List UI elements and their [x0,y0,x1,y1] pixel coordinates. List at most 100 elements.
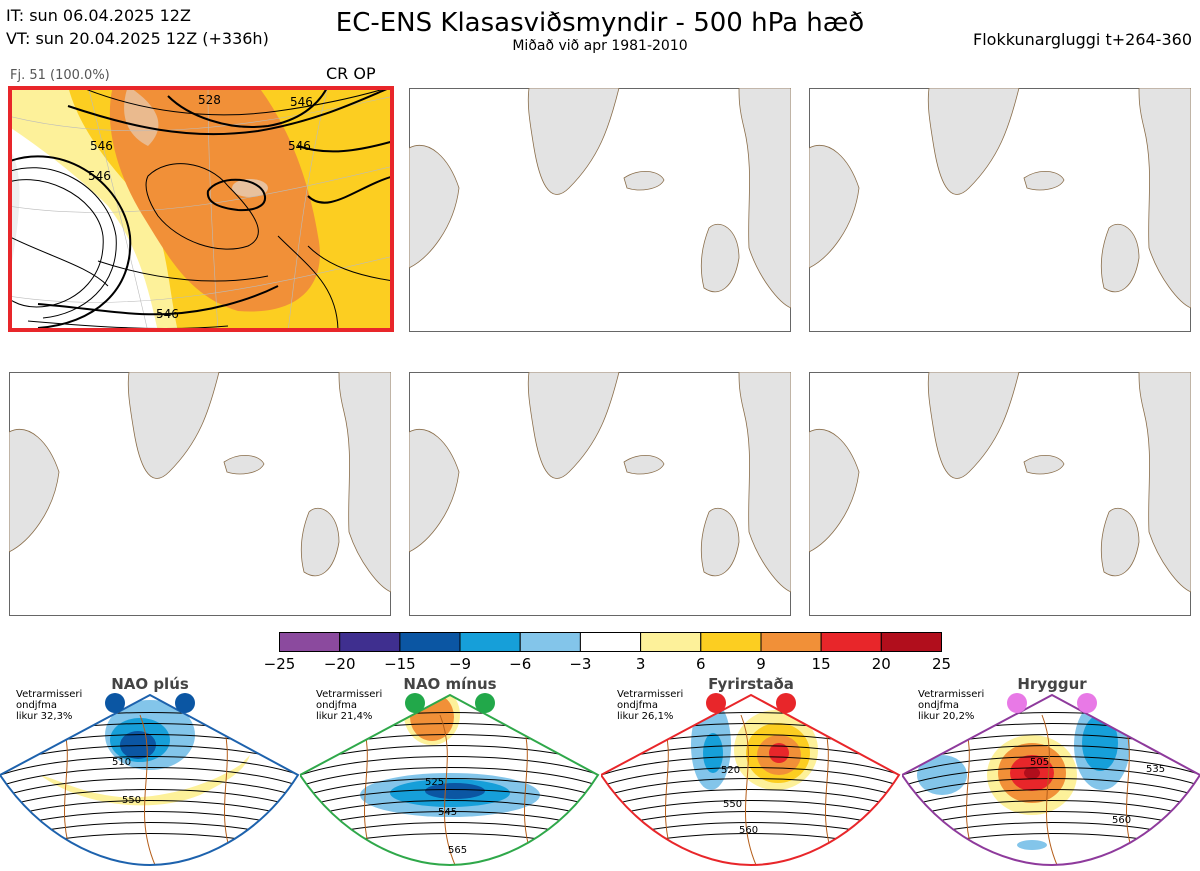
colorbar-cell [640,632,702,652]
colorbar-tick-label: −20 [323,655,356,673]
colorbar-tick-label: 15 [811,655,831,673]
page-title: EC-ENS Klasasviðsmyndir - 500 hPa hæð [335,8,865,38]
colorbar-tick-label: −9 [448,655,472,673]
regime-info-line: likur 21,4% [316,711,373,722]
land-greenland [527,88,620,195]
coastline [1041,714,1058,865]
cluster-map-4[interactable] [9,372,391,616]
colorbar-tick-label: 6 [696,655,706,673]
regime-info-line: likur 20,2% [918,711,975,722]
anomaly-orange [109,89,320,312]
colorbar-tick-label: −25 [263,655,296,673]
regime-info-line: ondjfma [617,700,658,711]
regime-contour-label: 505 [1030,757,1049,768]
vt-line: VT: sun 20.04.2025 12Z (+336h) [6,29,269,48]
regime-border [902,693,1200,867]
regime-title: NAO mínus [403,675,497,693]
cluster-map-2[interactable] [409,88,791,332]
cluster-count-label: Fj. 51 (100.0%) [10,68,110,83]
regime-info: Vetrarmisseri ondjfma likur 20,2% [918,689,984,722]
anomaly-shading [1017,840,1047,850]
regime-contour-label: 520 [721,765,740,776]
anomaly-shading [1024,767,1040,779]
colorbar-tick-label: 20 [871,655,891,673]
anomaly-shading [40,755,250,806]
regime-contour-label: 550 [122,795,141,806]
regime-info-line: likur 26,1% [617,711,674,722]
regime-panel[interactable]: 525 545 565 NAO mínus Vetrarmisseri ondjfma li… [300,675,600,871]
contour-label-4: 546 [288,139,311,153]
regime-panel[interactable]: 505 535 560 Hryggur Vetrarmisseri ondjfma liku… [902,675,1200,871]
coastline [740,714,757,865]
anomaly-neutral [11,128,158,329]
height-contour [902,756,1200,780]
anomaly-shading [769,743,789,763]
height-contour [902,778,1200,802]
colorbar-cell [820,632,882,652]
regime-border [0,693,300,867]
regime-panel[interactable]: 520 550 560 Fyrirstaða Vetrarmisseri ondjfma l… [601,675,901,871]
regime-marker-dot [405,693,425,713]
contour-label-5: 546 [88,169,111,183]
regime-contour-label: 545 [438,807,457,818]
height-contour [601,767,899,791]
contour-label-1: 546 [90,139,113,153]
regime-marker-dot [475,693,495,713]
regime-map: 525 545 565 [300,693,600,867]
init-time-text: IT: sun 06.04.2025 12Z VT: sun 20.04.202… [6,4,269,50]
regime-info: Vetrarmisseri ondjfma likur 21,4% [316,689,382,722]
regime-border [601,693,901,867]
colorbar-cell [519,632,581,652]
cluster-map-5[interactable] [409,372,791,616]
regime-map: 505 535 560 [902,693,1200,867]
regime-title: NAO plús [111,675,189,693]
height-contour [300,767,598,791]
regime-marker-dot [1077,693,1097,713]
height-contour [0,767,298,791]
page-subtitle: Miðað við apr 1981-2010 [512,38,688,54]
it-line: IT: sun 06.04.2025 12Z [6,6,191,25]
height-contour [902,767,1200,791]
height-contour [601,756,899,780]
height-contour [601,778,899,802]
colorbar-cell [339,632,401,652]
contour-label-2: 528 [198,93,221,107]
regime-marker-dot [105,693,125,713]
contour-label-6: 546 [156,307,179,321]
colorbar-cell [700,632,762,652]
regime-info: Vetrarmisseri ondjfma likur 32,3% [16,689,82,722]
cluster-map-6[interactable] [809,372,1191,616]
coastline [139,714,156,865]
regime-info-line: Vetrarmisseri [918,689,985,700]
regime-info-line: Vetrarmisseri [316,689,383,700]
land-scandinavia [738,88,791,309]
height-contour [0,778,298,802]
cluster-map-3[interactable] [809,88,1191,332]
regime-panel[interactable]: 510 550 NAO plús Vetrarmisseri ondjfma likur … [0,675,300,871]
regime-info-line: ondjfma [16,700,57,711]
regime-info-line: ondjfma [918,700,959,711]
colorbar-tick-label: 3 [635,655,646,673]
regime-title: Hryggur [1017,675,1087,693]
regime-border [300,693,600,867]
cluster-map-1[interactable]: 546 528 546 546 546 546 [8,86,394,332]
land-iceland [623,171,665,191]
iceland-land [232,179,268,197]
regime-marker-dot [1007,693,1027,713]
coastline [439,714,456,865]
regime-marker-dot [706,693,726,713]
anomaly-shading [425,783,485,799]
highlight-border [8,86,394,332]
cluster-tag: CR OP [326,64,376,83]
greenland-land [124,89,159,146]
colorbar-tick-label: 25 [931,655,952,673]
regime-contour-label: 535 [1146,764,1165,775]
regime-map: 510 550 [0,693,300,867]
regime-info-line: Vetrarmisseri [617,689,684,700]
regime-info-line: Vetrarmisseri [16,689,83,700]
regime-contour-label: 560 [739,825,758,836]
anomaly-shading [703,733,723,773]
colorbar-tick-label: −6 [509,655,532,673]
regime-marker-dot [175,693,195,713]
window-text: Flokkunargluggi t+264-360 [973,30,1192,49]
